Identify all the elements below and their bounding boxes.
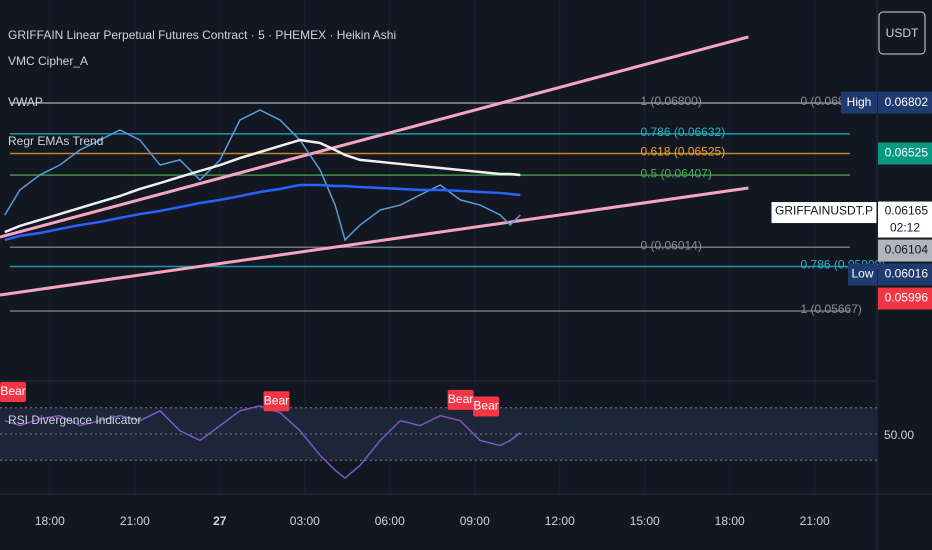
price-label: 0.06802 — [885, 95, 929, 109]
price-label: 0.05996 — [885, 291, 929, 305]
price-label-box — [878, 91, 932, 114]
x-tick-label: 21:00 — [120, 514, 150, 528]
price-label-box — [878, 287, 932, 310]
series-line — [4, 183, 521, 242]
x-tick-label: 21:00 — [800, 514, 830, 528]
fib-label: 0.5 (0.06407) — [640, 166, 711, 180]
x-tick-label: 18:00 — [715, 514, 745, 528]
chart-title: GRIFFAIN Linear Perpetual Futures Contra… — [8, 28, 396, 42]
fib-label: 0.618 (0.06525) — [640, 145, 725, 159]
indicator-label: RSI Divergence Indicator — [8, 413, 141, 427]
indicator-label: VWAP — [8, 95, 43, 109]
price-label-name: High — [847, 95, 872, 109]
price-label-box — [878, 142, 932, 165]
countdown: 02:12 — [890, 221, 920, 235]
annotation-box — [0, 382, 27, 403]
price-label-box — [878, 263, 932, 286]
price-label: 0.06165 — [885, 204, 929, 218]
y-tick-label: 50.00 — [884, 428, 914, 442]
annotation-label: Bear — [448, 392, 473, 406]
price-label-box — [878, 239, 932, 262]
indicator-label: VMC Cipher_A — [8, 54, 88, 68]
x-tick-label: 18:00 — [35, 514, 65, 528]
price-label-box — [878, 201, 932, 238]
x-tick-label: 09:00 — [460, 514, 490, 528]
fib-label: 0 (0.06014) — [640, 238, 701, 252]
series-line — [4, 405, 521, 480]
fib-label: 1 (0.05667) — [801, 302, 862, 316]
x-tick-label: 27 — [213, 514, 227, 528]
annotation-box — [447, 389, 474, 410]
indicator-label: Regr EMAs Trend — [8, 134, 103, 148]
currency-button[interactable] — [878, 11, 926, 55]
x-tick-label: 06:00 — [375, 514, 405, 528]
annotation-box — [263, 391, 290, 412]
fib-label: 0.786 (0.06632) — [640, 125, 725, 139]
trend-line — [0, 35, 749, 239]
fib-label: 1 (0.06800) — [640, 94, 701, 108]
x-tick-label: 12:00 — [545, 514, 575, 528]
annotation-label: Bear — [264, 393, 289, 407]
annotation-label: Bear — [0, 384, 25, 398]
price-label-tag — [770, 201, 878, 225]
annotation-label: Bear — [473, 399, 498, 413]
x-tick-label: 15:00 — [630, 514, 660, 528]
currency-label[interactable]: USDT — [886, 26, 919, 40]
price-label: 0.06016 — [885, 267, 929, 281]
annotation-box — [473, 396, 500, 417]
price-label-tag — [848, 263, 877, 286]
series-line — [4, 138, 521, 234]
price-label-name: GRIFFAINUSDT.P — [775, 204, 873, 218]
price-label-name: Low — [851, 267, 873, 281]
price-label: 0.06525 — [885, 146, 929, 160]
price-label-tag — [841, 91, 877, 114]
x-tick-label: 03:00 — [290, 514, 320, 528]
trend-line — [0, 186, 749, 297]
price-label: 0.06104 — [885, 243, 929, 257]
